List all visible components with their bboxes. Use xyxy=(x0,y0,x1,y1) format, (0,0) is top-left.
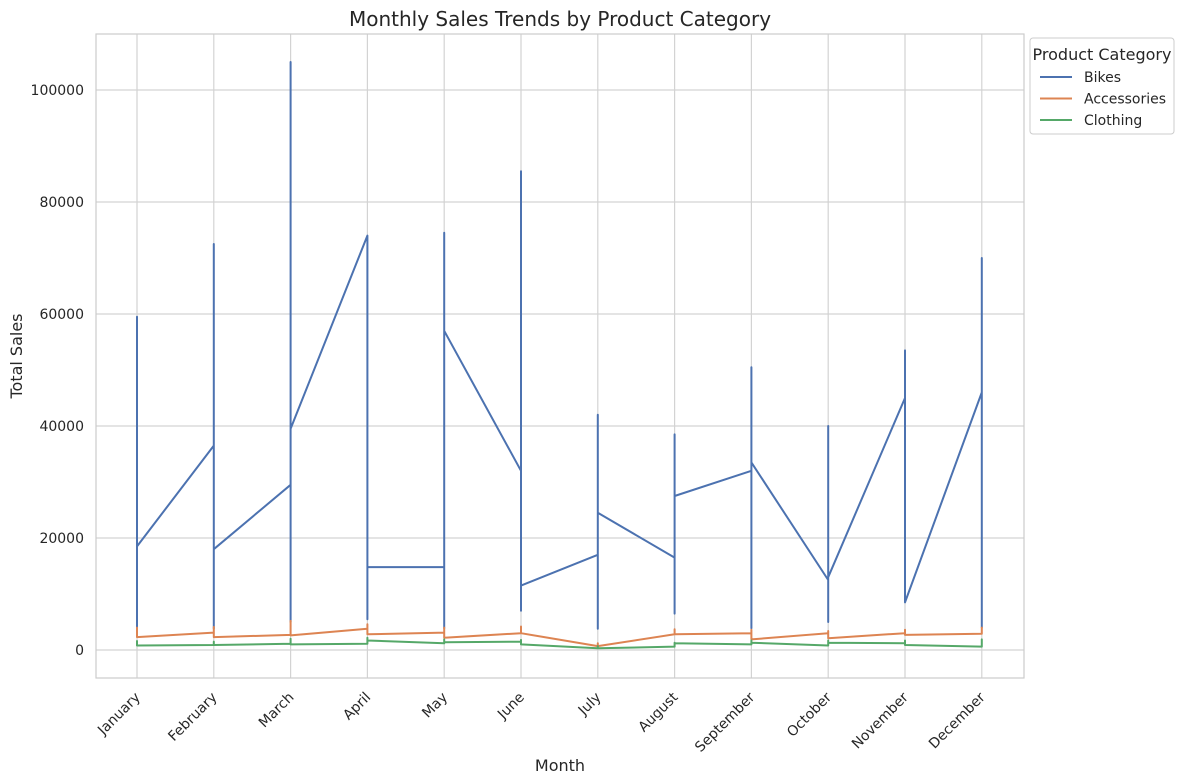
legend-label: Bikes xyxy=(1084,70,1121,86)
plot-frame xyxy=(95,33,1025,679)
y-tick-label: 80000 xyxy=(39,195,84,211)
y-tick-labels: 0 20000 40000 60000 80000 100000 xyxy=(31,83,84,659)
x-axis-label: Month xyxy=(535,756,585,775)
y-axis-label: Total Sales xyxy=(7,313,26,399)
legend: Product Category Bikes Accessories Clothin… xyxy=(1029,37,1175,135)
series-line-bikes xyxy=(136,61,983,630)
legend-entries: Bikes Accessories Clothing xyxy=(1040,70,1166,129)
legend-box xyxy=(1029,37,1175,135)
y-tick-label: 40000 xyxy=(39,419,84,435)
chart-title: Monthly Sales Trends by Product Category xyxy=(349,7,771,31)
legend-label: Clothing xyxy=(1084,113,1142,129)
legend-label: Accessories xyxy=(1084,92,1166,108)
legend-title: Product Category xyxy=(1033,45,1172,64)
series-layer xyxy=(136,61,983,650)
y-tick-label: 100000 xyxy=(31,83,84,99)
y-tick-label: 20000 xyxy=(39,531,84,547)
series-line-clothing xyxy=(136,636,983,650)
y-tick-label: 60000 xyxy=(39,307,84,323)
y-tick-label: 0 xyxy=(75,643,84,659)
